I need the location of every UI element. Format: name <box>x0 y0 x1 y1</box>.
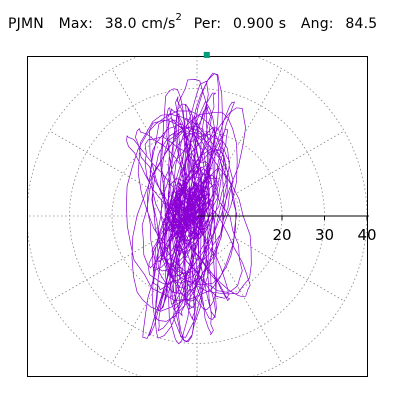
grid-spoke-150 <box>49 130 161 196</box>
max-unit-exponent: 2 <box>175 12 183 23</box>
period-value: 0.900 s <box>232 15 287 32</box>
motion-trace <box>126 72 252 345</box>
radial-tick-labels: 20 30 40 <box>272 226 376 244</box>
grid-spoke-300 <box>217 252 283 364</box>
tick-label-20: 20 <box>272 226 291 244</box>
station-code: PJMN <box>8 15 44 32</box>
plot-header: PJMN Max: 38.0 cm/s2 Per: 0.900 s Ang: 8… <box>8 12 378 32</box>
period-label: Per: <box>193 15 222 32</box>
max-label: Max: <box>58 15 94 32</box>
radial-axis <box>197 215 369 220</box>
grid-spoke-30 <box>233 130 345 196</box>
grid-spoke-60 <box>217 68 283 180</box>
grid-spoke-240 <box>111 252 177 364</box>
tick-label-40: 40 <box>357 226 376 244</box>
grid-spoke-120 <box>111 68 177 180</box>
trace-path <box>126 72 252 345</box>
grid-spoke-330 <box>233 236 345 302</box>
tick-label-30: 30 <box>315 226 334 244</box>
max-marker <box>203 51 210 58</box>
grid-spoke-210 <box>49 236 161 302</box>
angle-value: 84.5 <box>345 15 378 32</box>
max-value: 38.0 cm/s <box>104 15 176 32</box>
angle-label: Ang: <box>300 15 334 32</box>
